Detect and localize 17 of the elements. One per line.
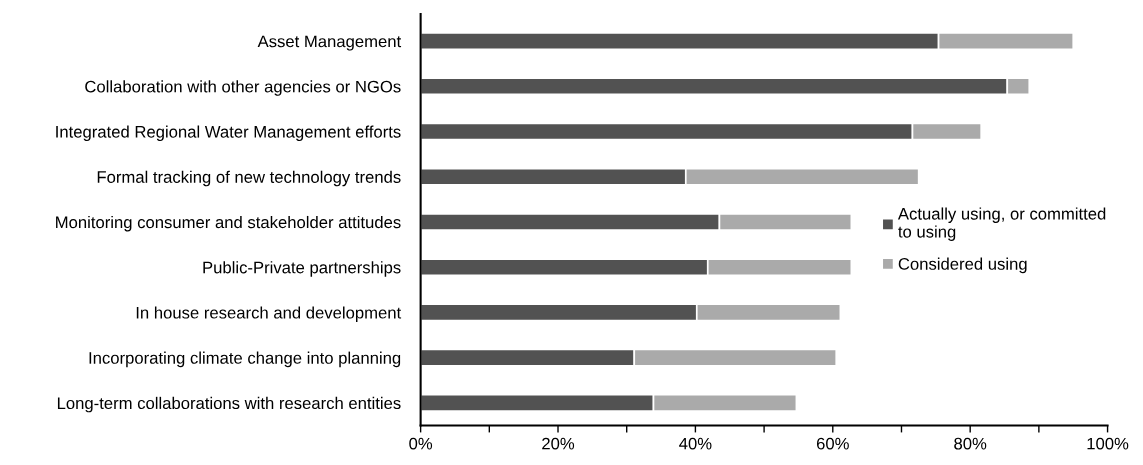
x-tick-label: 100% <box>1087 437 1129 450</box>
y-tick-label: Long-term collaborations with research entities <box>57 396 401 413</box>
x-tick-label: 20% <box>542 437 575 450</box>
y-tick-label: Asset Management <box>257 35 402 51</box>
y-tick-label: In house research and development <box>136 306 402 322</box>
x-tick-label: 80% <box>954 437 987 450</box>
x-tick-label: 40% <box>679 437 712 450</box>
y-tick-label: Integrated Regional Water Management efforts <box>56 125 401 142</box>
y-tick-label: Collaboration with other agencies or NGOs <box>85 80 401 96</box>
legend-label: Considered using <box>898 257 1027 274</box>
y-tick-label: Monitoring consumer and stakeholder attitudes <box>56 215 401 232</box>
legend-label: Actually using, or committed to using <box>897 207 1106 241</box>
x-tick-label: 0% <box>409 437 433 450</box>
y-tick-label: Formal tracking of new technology trends <box>97 170 401 187</box>
y-tick-label: Public-Private partnerships <box>203 261 401 277</box>
x-tick-label: 60% <box>816 437 849 450</box>
y-tick-label: Incorporating climate change into planning <box>89 351 401 368</box>
